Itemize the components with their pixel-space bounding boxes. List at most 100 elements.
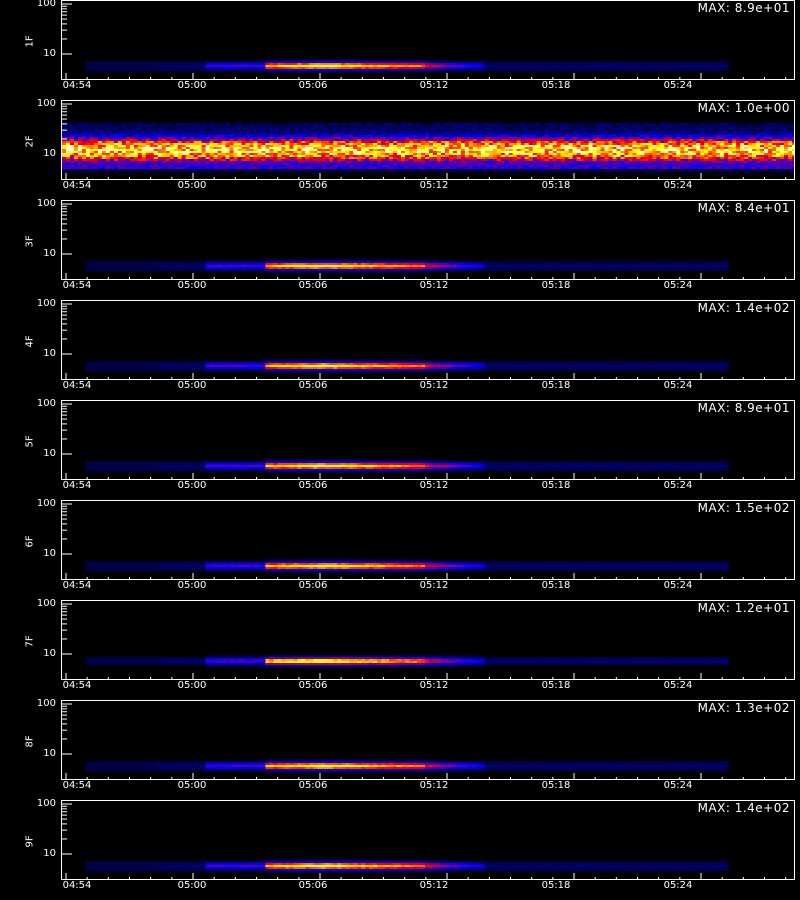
heatmap-cell [413, 141, 418, 144]
heatmap-cell [636, 143, 641, 146]
heatmap-cell [536, 147, 542, 150]
heatmap-cell [640, 127, 645, 130]
heatmap-cell [381, 59, 386, 62]
heatmap-cell [592, 139, 598, 142]
heatmap-cell [225, 135, 231, 138]
heatmap-cell [273, 61, 278, 64]
heatmap-cell [488, 155, 494, 158]
heatmap-cell [349, 165, 354, 168]
heatmap-cell [101, 163, 107, 166]
heatmap-cell [317, 145, 322, 148]
heatmap-cell [329, 67, 334, 70]
heatmap-cell [341, 147, 346, 150]
heatmap-cell [369, 171, 374, 174]
heatmap-cell [548, 147, 554, 150]
heatmap-cell [213, 129, 219, 132]
heatmap-cell [193, 125, 199, 128]
heatmap-cell [257, 61, 262, 64]
heatmap-cell [504, 137, 510, 140]
heatmap-cell [109, 171, 115, 174]
heatmap-cell [628, 149, 633, 152]
heatmap-cell [101, 149, 107, 152]
heatmap-cell [596, 69, 602, 72]
heatmap-cell [652, 159, 657, 162]
heatmap-cell [97, 63, 103, 66]
heatmap-cell [85, 127, 91, 130]
heatmap-cell [464, 141, 470, 144]
heatmap-cell [177, 159, 183, 162]
heatmap-cell [265, 137, 270, 140]
heatmap-cell [660, 133, 665, 136]
heatmap-cell [97, 147, 103, 150]
heatmap-cell [165, 61, 171, 64]
heatmap-cell [452, 139, 458, 142]
heatmap-cell [540, 69, 546, 72]
heatmap-cell [237, 169, 243, 172]
heatmap-cell [149, 129, 155, 132]
heatmap-cell [440, 149, 446, 152]
heatmap-cell [81, 171, 87, 174]
heatmap-cell [305, 149, 310, 152]
heatmap-cell [173, 155, 179, 158]
heatmap-cell [141, 133, 147, 136]
heatmap-cell [532, 159, 538, 162]
heatmap-cell [309, 157, 314, 160]
heatmap-cell [157, 67, 163, 70]
heatmap-cell [560, 163, 566, 166]
heatmap-cell [429, 167, 434, 170]
heatmap-cell [325, 153, 330, 156]
heatmap-cell [432, 123, 438, 126]
heatmap-cell [313, 143, 318, 146]
heatmap-cell [409, 169, 414, 172]
heatmap-cell [289, 63, 294, 66]
heatmap-cell [277, 169, 282, 172]
heatmap-cell [165, 157, 171, 160]
heatmap-cell [81, 135, 87, 138]
heatmap-cell [269, 123, 274, 126]
heatmap-cell [297, 151, 302, 154]
heatmap-cell [604, 165, 610, 168]
heatmap-cell [105, 67, 111, 70]
heatmap-cell [161, 133, 167, 136]
heatmap-cell [153, 149, 159, 152]
heatmap-cell [600, 165, 606, 168]
heatmap-cell [137, 69, 143, 72]
heatmap-cell [484, 133, 490, 136]
heatmap-cell [297, 159, 302, 162]
heatmap-cell [245, 129, 250, 132]
heatmap-cell [612, 141, 617, 144]
heatmap-cell [584, 141, 590, 144]
heatmap-cell [496, 151, 502, 154]
heatmap-cell [520, 145, 526, 148]
heatmap-cell [476, 151, 482, 154]
heatmap-cell [213, 123, 219, 126]
heatmap-cell [452, 161, 458, 164]
heatmap-cell [536, 125, 542, 128]
heatmap-cell [293, 149, 298, 152]
heatmap-cell [65, 147, 71, 150]
heatmap-cell [161, 61, 167, 64]
heatmap-cell [117, 157, 123, 160]
heatmap-cell [592, 125, 598, 128]
heatmap-cell [209, 151, 215, 154]
heatmap-cell [672, 141, 677, 144]
heatmap-cell [600, 135, 606, 138]
heatmap-cell [205, 65, 211, 68]
heatmap-cell [572, 69, 578, 72]
heatmap-cell [365, 131, 370, 134]
heatmap-cell [185, 125, 191, 128]
heatmap-cell [700, 133, 705, 136]
heatmap-cell [233, 61, 239, 64]
heatmap-cell [229, 147, 235, 150]
heatmap-cell [564, 135, 570, 138]
heatmap-cell [688, 163, 693, 166]
heatmap-cell [464, 67, 470, 70]
heatmap-cell [169, 171, 175, 174]
heatmap-cell [137, 151, 143, 154]
heatmap-cell [680, 157, 685, 160]
heatmap-cell [273, 69, 278, 72]
heatmap-cell [245, 171, 250, 174]
heatmap-cell [349, 129, 354, 132]
heatmap-cell [173, 65, 179, 68]
heatmap-cell [604, 155, 610, 158]
